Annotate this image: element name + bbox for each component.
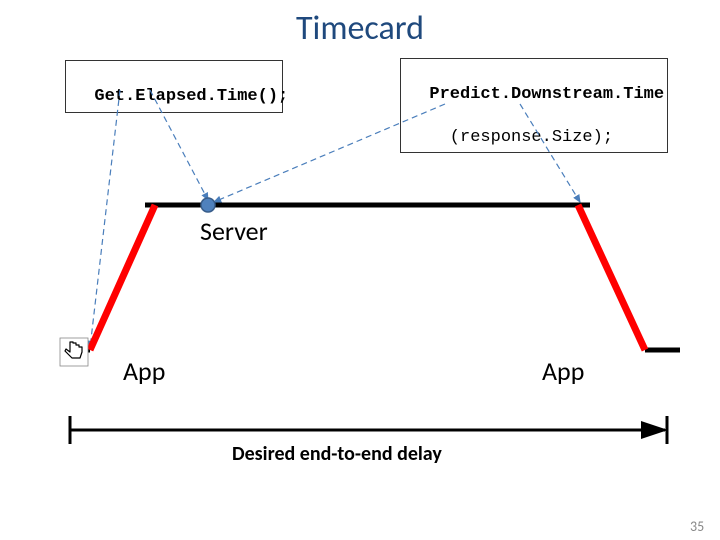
request-path [90, 205, 155, 350]
slide-number: 35 [690, 518, 704, 535]
code-line: Get.Elapsed.Time(); [94, 87, 288, 106]
app-label-right: App [542, 355, 584, 387]
response-path [578, 205, 645, 350]
cursor-icon [60, 338, 88, 366]
code-get-elapsed: Get.Elapsed.Time(); [65, 60, 283, 113]
server-label: Server [200, 215, 268, 247]
event-marker [201, 198, 215, 212]
code-line: (response.Size); [429, 128, 613, 147]
code-line: Predict.Downstream.Time [429, 85, 664, 104]
delay-label: Desired end-to-end delay [232, 442, 442, 466]
code-predict-downstream: Predict.Downstream.Time (response.Size); [400, 58, 668, 153]
page-title: Timecard [0, 8, 720, 49]
app-label-left: App [123, 355, 165, 387]
